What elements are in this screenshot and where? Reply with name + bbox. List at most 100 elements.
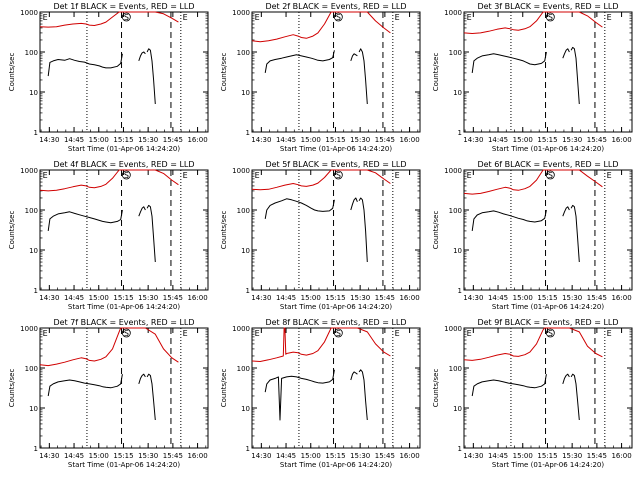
marker-label: E — [255, 171, 260, 180]
lld-series-line — [39, 169, 179, 192]
y-tick-label: 1 — [246, 129, 250, 137]
x-tick-label: 15:00 — [89, 452, 109, 460]
marker-label: E — [255, 13, 260, 22]
y-tick-label: 100 — [449, 49, 462, 57]
y-tick-label: 100 — [449, 207, 462, 215]
marker-label: E — [607, 171, 612, 180]
y-tick-label: 1 — [34, 129, 38, 137]
marker-label: S — [548, 171, 553, 180]
x-tick-label: 15:00 — [513, 452, 533, 460]
x-axis-label: Start Time (01-Apr-06 14:24:20) — [492, 145, 604, 153]
y-tick-label: 10 — [453, 89, 462, 97]
y-tick-label: 1 — [458, 287, 462, 295]
lld-series-line — [463, 327, 603, 361]
marker-circle — [333, 170, 343, 180]
panel-title: Det 3f BLACK = Events, RED = LLD — [477, 2, 618, 11]
marker-label: S — [124, 171, 129, 180]
marker-label: S — [336, 329, 341, 338]
x-tick-label: 16:00 — [611, 136, 631, 144]
events-series-line — [47, 204, 156, 263]
y-tick-label: 100 — [449, 365, 462, 373]
x-axis-label: Start Time (01-Apr-06 14:24:20) — [280, 145, 392, 153]
events-series-line — [471, 373, 580, 421]
marker-label: S — [336, 13, 341, 22]
x-tick-label: 14:45 — [64, 136, 84, 144]
lld-series-line — [251, 11, 391, 43]
lld-series-line — [39, 11, 179, 28]
x-tick-label: 15:00 — [89, 136, 109, 144]
marker-label: E — [467, 171, 472, 180]
panel-det-4: Det 4f BLACK = Events, RED = LLD 1 10 100 10… — [8, 160, 209, 311]
marker-label: E — [183, 13, 188, 22]
lld-series-line — [463, 11, 603, 34]
x-tick-label: 15:30 — [562, 294, 582, 302]
x-tick-label: 15:00 — [301, 136, 321, 144]
plot-frame — [39, 11, 209, 133]
marker-label: E — [395, 13, 400, 22]
y-tick-label: 10 — [241, 247, 250, 255]
x-tick-label: 15:45 — [375, 294, 395, 302]
events-series-line — [264, 48, 368, 105]
y-axis-label: Counts/sec — [220, 369, 228, 408]
x-tick-label: 15:45 — [587, 136, 607, 144]
panel-det-9: Det 9f BLACK = Events, RED = LLD 1 10 100 10… — [432, 318, 633, 469]
x-tick-label: 15:45 — [163, 452, 183, 460]
x-tick-label: 15:45 — [587, 452, 607, 460]
lld-series-line — [39, 327, 179, 367]
x-tick-label: 14:45 — [488, 294, 508, 302]
events-series-line — [264, 197, 368, 263]
lld-series-line — [463, 169, 603, 195]
y-tick-label: 100 — [25, 49, 38, 57]
x-axis-label: Start Time (01-Apr-06 14:24:20) — [492, 461, 604, 469]
x-axis-label: Start Time (01-Apr-06 14:24:20) — [280, 303, 392, 311]
marker-label: S — [548, 329, 553, 338]
x-tick-label: 16:00 — [399, 294, 419, 302]
marker-circle — [545, 328, 555, 338]
x-tick-label: 16:00 — [187, 136, 207, 144]
y-tick-label: 1000 — [444, 167, 462, 175]
marker-circle — [545, 170, 555, 180]
marker-label: S — [548, 13, 553, 22]
x-tick-label: 15:30 — [138, 452, 158, 460]
y-tick-label: 1000 — [20, 167, 38, 175]
x-tick-label: 14:30 — [463, 452, 483, 460]
y-axis-label: Counts/sec — [8, 211, 16, 250]
panel-det-6: Det 6f BLACK = Events, RED = LLD 1 10 100 10… — [432, 160, 633, 311]
x-tick-label: 15:15 — [325, 136, 345, 144]
x-tick-label: 16:00 — [399, 136, 419, 144]
marker-label: E — [255, 329, 260, 338]
x-tick-label: 14:45 — [276, 136, 296, 144]
y-tick-label: 100 — [237, 207, 250, 215]
x-tick-label: 15:15 — [325, 452, 345, 460]
y-tick-label: 1 — [458, 129, 462, 137]
panel-title: Det 1f BLACK = Events, RED = LLD — [53, 2, 194, 11]
y-tick-label: 1000 — [444, 325, 462, 333]
marker-label: E — [43, 171, 48, 180]
x-axis-label: Start Time (01-Apr-06 14:24:20) — [492, 303, 604, 311]
marker-label: E — [43, 329, 48, 338]
marker-label: E — [183, 171, 188, 180]
y-tick-label: 100 — [25, 365, 38, 373]
x-tick-label: 14:45 — [276, 452, 296, 460]
x-tick-label: 15:45 — [375, 136, 395, 144]
x-tick-label: 15:45 — [375, 452, 395, 460]
marker-label: E — [395, 171, 400, 180]
x-tick-label: 15:15 — [325, 294, 345, 302]
x-tick-label: 15:00 — [301, 294, 321, 302]
panel-title: Det 4f BLACK = Events, RED = LLD — [53, 160, 194, 169]
x-tick-label: 15:15 — [113, 294, 133, 302]
x-tick-label: 15:45 — [587, 294, 607, 302]
events-series-line — [471, 204, 580, 263]
plot-frame — [39, 327, 209, 449]
x-tick-label: 15:00 — [513, 294, 533, 302]
x-tick-label: 15:15 — [113, 452, 133, 460]
marker-label: S — [336, 171, 341, 180]
x-tick-label: 15:30 — [562, 136, 582, 144]
plot-frame — [251, 169, 421, 291]
x-tick-label: 14:30 — [39, 294, 59, 302]
x-tick-label: 15:45 — [163, 136, 183, 144]
events-series-line — [471, 46, 580, 105]
panel-title: Det 2f BLACK = Events, RED = LLD — [265, 2, 406, 11]
panel-det-1: Det 1f BLACK = Events, RED = LLD 1 10 100 10… — [8, 2, 209, 153]
x-tick-label: 16:00 — [611, 452, 631, 460]
